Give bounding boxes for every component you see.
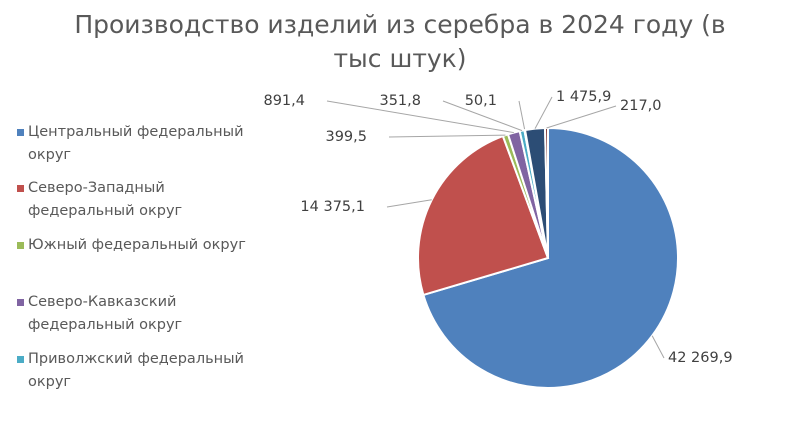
leader-line bbox=[326, 100, 514, 134]
legend-label: Приволжский федеральный округ bbox=[28, 351, 244, 390]
pie-slice bbox=[417, 134, 550, 297]
data-label: 217,0 bbox=[620, 98, 662, 114]
data-label: 351,8 bbox=[379, 93, 421, 109]
legend-swatch bbox=[17, 356, 24, 363]
data-label: 50,1 bbox=[465, 93, 497, 109]
leader-line bbox=[442, 100, 523, 132]
leader-line bbox=[388, 134, 506, 138]
legend-entry: Центральный федеральный округ bbox=[17, 121, 263, 167]
legend-entry: Южный федеральный округ bbox=[17, 234, 263, 257]
data-label: 1 475,9 bbox=[556, 89, 611, 105]
legend-label: Южный федеральный округ bbox=[28, 237, 246, 253]
data-label: 891,4 bbox=[263, 93, 305, 109]
legend-swatch bbox=[17, 242, 24, 249]
data-label: 14 375,1 bbox=[300, 199, 365, 215]
leader-line bbox=[651, 335, 665, 359]
legend-swatch bbox=[17, 299, 24, 306]
legend-swatch bbox=[17, 129, 24, 136]
legend-label: Северо-Западный федеральный округ bbox=[28, 180, 183, 219]
leader-line bbox=[518, 100, 526, 131]
legend-swatch bbox=[17, 185, 24, 192]
leader-line bbox=[386, 199, 432, 208]
data-label: 399,5 bbox=[325, 129, 367, 145]
data-label: 42 269,9 bbox=[668, 350, 733, 366]
leader-line bbox=[546, 105, 617, 129]
leader-line bbox=[534, 96, 553, 129]
chart-title: Производство изделий из серебра в 2024 г… bbox=[74, 10, 726, 73]
legend-label: Центральный федеральный округ bbox=[28, 124, 244, 163]
legend-entry: Северо-Кавказский федеральный округ bbox=[17, 291, 263, 337]
legend-entry: Приволжский федеральный округ bbox=[17, 348, 263, 394]
legend-entry: Северо-Западный федеральный округ bbox=[17, 177, 263, 223]
legend-label: Северо-Кавказский федеральный округ bbox=[28, 294, 183, 333]
pie-slice bbox=[422, 126, 679, 389]
